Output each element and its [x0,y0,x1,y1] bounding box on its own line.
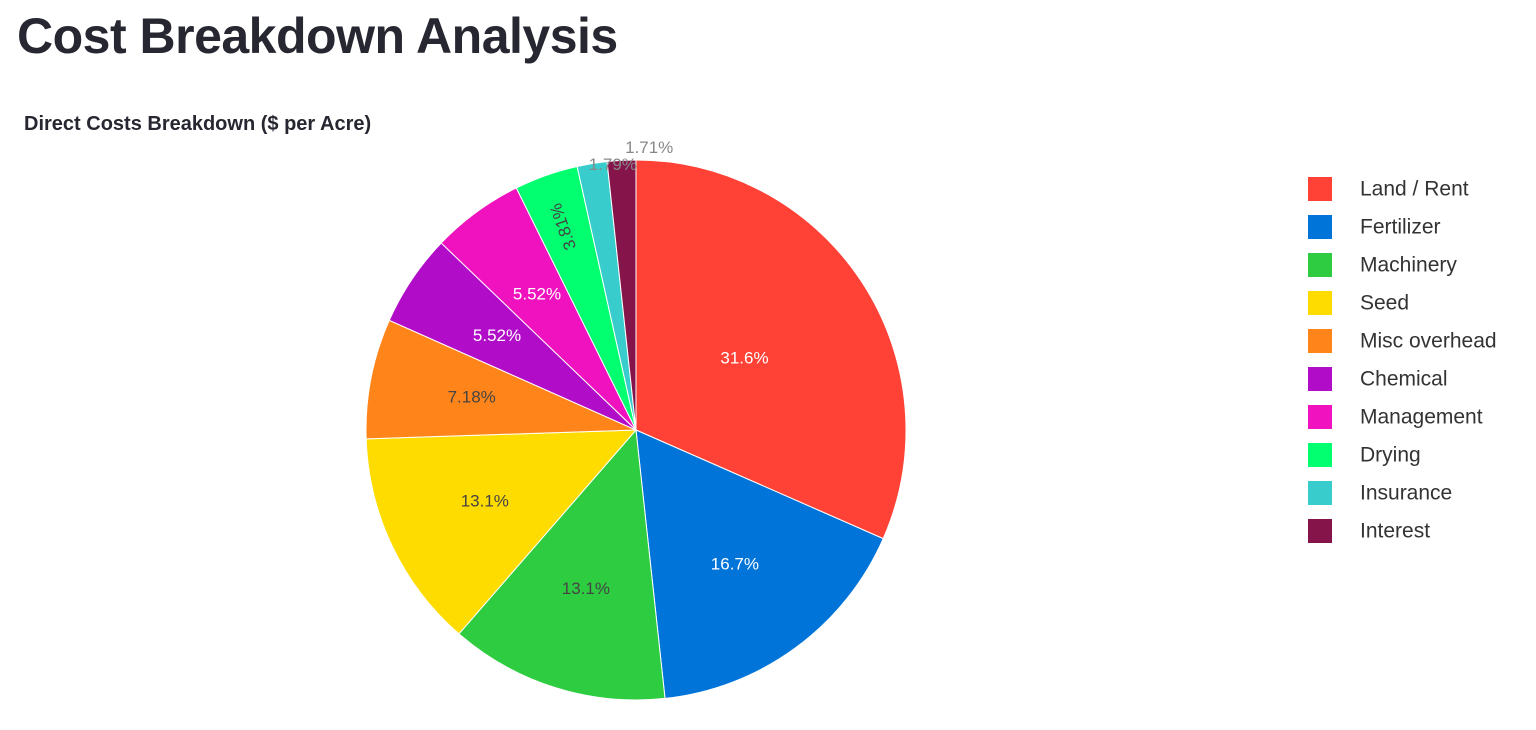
legend-swatch [1308,443,1332,467]
legend-label: Management [1360,406,1483,429]
legend-label: Fertilizer [1360,216,1441,239]
legend-item-misc-overhead[interactable]: Misc overhead [1308,329,1497,353]
legend-swatch [1308,519,1332,543]
pie-label-chemical: 5.52% [473,326,521,345]
legend-item-land-rent[interactable]: Land / Rent [1308,177,1469,201]
legend-item-insurance[interactable]: Insurance [1308,481,1452,505]
pie-label-misc-overhead: 7.18% [448,387,496,406]
pie-label-fertilizer: 16.7% [711,554,759,573]
chart-title: Direct Costs Breakdown ($ per Acre) [24,113,371,135]
legend-label: Drying [1360,444,1421,467]
legend-swatch [1308,177,1332,201]
legend-item-machinery[interactable]: Machinery [1308,253,1457,277]
pie-slice-land-rent[interactable] [635,159,907,540]
pie-chart: Direct Costs Breakdown ($ per Acre) 31.6… [0,96,1536,730]
pie-label-management: 5.52% [513,284,561,303]
legend-label: Insurance [1360,482,1452,505]
page-title: Cost Breakdown Analysis [17,8,618,64]
legend-swatch [1308,253,1332,277]
pie-slice-misc-overhead[interactable] [365,319,637,440]
legend-label: Land / Rent [1360,178,1469,201]
pie-chart-svg: Direct Costs Breakdown ($ per Acre) 31.6… [24,113,1497,701]
legend-item-seed[interactable]: Seed [1308,291,1409,315]
legend-swatch [1308,291,1332,315]
pie-slices [365,159,907,701]
legend-label: Seed [1360,292,1409,315]
legend-swatch [1308,215,1332,239]
legend-label: Misc overhead [1360,330,1497,353]
legend-label: Machinery [1360,254,1457,277]
legend-item-management[interactable]: Management [1308,405,1483,429]
legend-label: Interest [1360,520,1430,543]
legend-swatch [1308,405,1332,429]
legend-item-interest[interactable]: Interest [1308,519,1430,543]
pie-label-insurance: 1.79% [589,155,637,174]
pie-label-machinery: 13.1% [562,579,610,598]
legend-item-fertilizer[interactable]: Fertilizer [1308,215,1441,239]
legend-swatch [1308,329,1332,353]
pie-slice-fertilizer[interactable] [635,429,884,699]
pie-slice-interest[interactable] [606,159,637,431]
legend-swatch [1308,481,1332,505]
legend-label: Chemical [1360,368,1448,391]
pie-labels: 31.6%16.7%13.1%13.1%7.18%5.52%5.52%3.81%… [448,138,769,598]
legend-item-drying[interactable]: Drying [1308,443,1421,467]
pie-label-seed: 13.1% [461,491,509,510]
pie-label-interest: 1.71% [625,138,673,157]
legend-swatch [1308,367,1332,391]
legend: Land / Rent Fertilizer Machinery Seed Misc o… [1308,177,1497,543]
pie-slice-seed[interactable] [365,429,638,635]
legend-item-chemical[interactable]: Chemical [1308,367,1448,391]
pie-slice-machinery[interactable] [458,428,666,701]
pie-label-land-rent: 31.6% [720,349,768,368]
